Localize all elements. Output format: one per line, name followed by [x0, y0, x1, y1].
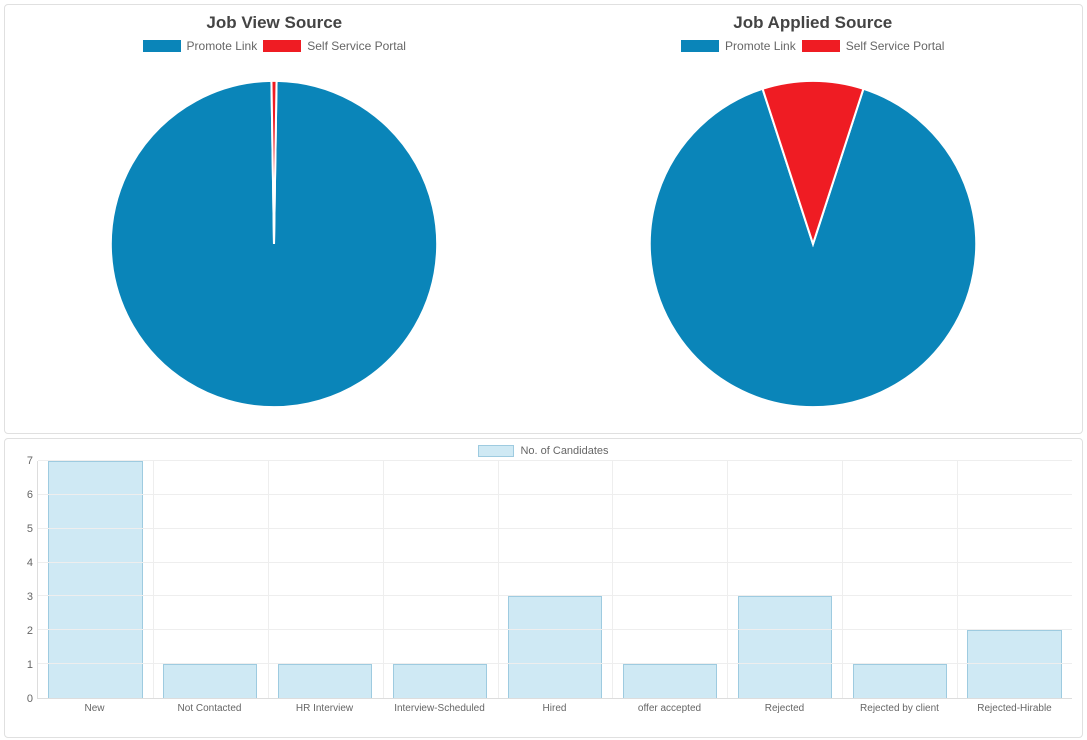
y-tick-label: 3 [27, 591, 33, 603]
bar-chart-area: 01234567 NewNot ContactedHR InterviewInt… [15, 461, 1072, 721]
legend-item-promote-link[interactable]: Promote Link [143, 39, 258, 53]
bar[interactable] [623, 664, 717, 698]
x-tick-label: Rejected [727, 699, 842, 721]
plot-area [37, 461, 1072, 699]
y-tick-label: 4 [27, 557, 33, 569]
x-tick-label: Not Contacted [152, 699, 267, 721]
pie-charts-row: Job View Source Promote Link Self Servic… [4, 4, 1083, 434]
bar[interactable] [278, 664, 372, 698]
dashboard: Job View Source Promote Link Self Servic… [0, 0, 1087, 740]
legend-swatch [263, 40, 301, 52]
bar[interactable] [508, 596, 602, 698]
vgridline [612, 461, 613, 698]
gridline [38, 562, 1072, 563]
vgridline [727, 461, 728, 698]
job-view-source-panel: Job View Source Promote Link Self Servic… [5, 5, 544, 433]
x-tick-label: Hired [497, 699, 612, 721]
vgridline [957, 461, 958, 698]
legend-label: Self Service Portal [307, 39, 406, 53]
bar[interactable] [853, 664, 947, 698]
vgridline [383, 461, 384, 698]
y-tick-label: 2 [27, 625, 33, 637]
x-tick-label: offer accepted [612, 699, 727, 721]
gridline [38, 528, 1072, 529]
y-tick-label: 0 [27, 693, 33, 705]
bar-chart-panel: No. of Candidates 0 1 2 3 4 5 6 7 NewNot Contac… [4, 438, 1083, 738]
legend-item-self-service-portal[interactable]: Self Service Portal [802, 39, 945, 53]
gridline [38, 663, 1072, 664]
vgridline [153, 461, 154, 698]
gridline [38, 460, 1072, 461]
x-tick-label: Rejected-Hirable [957, 699, 1072, 721]
gridline [38, 494, 1072, 495]
pie-holder [15, 63, 534, 425]
x-tick-label: New [37, 699, 152, 721]
job-view-source-pie [104, 74, 444, 414]
y-tick-label: 1 [27, 659, 33, 671]
y-tick-label: 7 [27, 455, 33, 467]
x-tick-label: HR Interview [267, 699, 382, 721]
y-tick-label: 5 [27, 523, 33, 535]
legend-item-self-service-portal[interactable]: Self Service Portal [263, 39, 406, 53]
vgridline [842, 461, 843, 698]
legend-swatch [478, 445, 514, 457]
bar[interactable] [738, 596, 832, 698]
legend-swatch [802, 40, 840, 52]
y-axis: 01234567 [15, 461, 37, 699]
job-applied-source-panel: Job Applied Source Promote Link Self Ser… [544, 5, 1083, 433]
bar[interactable] [393, 664, 487, 698]
x-tick-label: Rejected by client [842, 699, 957, 721]
gridline [38, 629, 1072, 630]
legend: Promote Link Self Service Portal [681, 39, 944, 53]
vgridline [498, 461, 499, 698]
legend-label: Promote Link [187, 39, 258, 53]
pie-holder [554, 63, 1073, 425]
legend-item-promote-link[interactable]: Promote Link [681, 39, 796, 53]
legend-swatch [143, 40, 181, 52]
legend-label: Promote Link [725, 39, 796, 53]
chart-title: Job View Source [206, 13, 342, 33]
legend: Promote Link Self Service Portal [143, 39, 406, 53]
job-applied-source-pie [643, 74, 983, 414]
x-axis: NewNot ContactedHR InterviewInterview-Sc… [37, 699, 1072, 721]
bar[interactable] [163, 664, 257, 698]
vgridline [268, 461, 269, 698]
chart-title: Job Applied Source [733, 13, 892, 33]
legend-label: Self Service Portal [846, 39, 945, 53]
x-tick-label: Interview-Scheduled [382, 699, 497, 721]
bar-legend-label: No. of Candidates [520, 445, 608, 457]
gridline [38, 595, 1072, 596]
legend-swatch [681, 40, 719, 52]
bar-legend: No. of Candidates [15, 445, 1072, 457]
y-tick-label: 6 [27, 489, 33, 501]
